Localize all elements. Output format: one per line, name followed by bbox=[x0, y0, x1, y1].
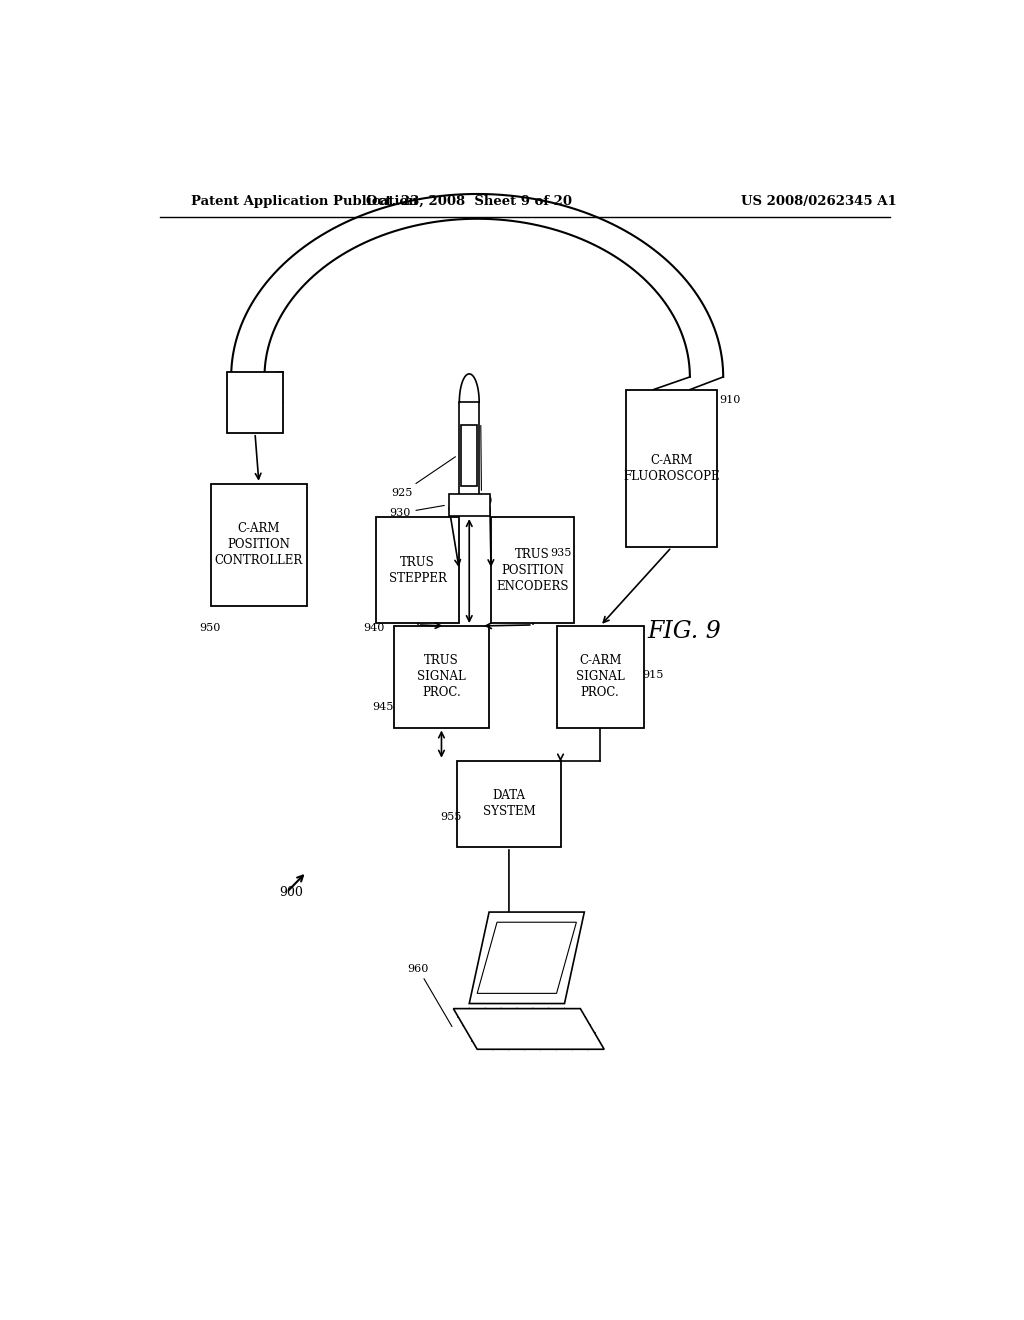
Text: 945: 945 bbox=[373, 702, 394, 713]
Polygon shape bbox=[477, 923, 577, 994]
Text: 910: 910 bbox=[719, 395, 740, 405]
Text: TRUS
SIGNAL
PROC.: TRUS SIGNAL PROC. bbox=[417, 655, 466, 700]
Bar bbox=[449, 494, 489, 516]
Text: US 2008/0262345 A1: US 2008/0262345 A1 bbox=[740, 194, 896, 207]
Bar bbox=[461, 425, 477, 486]
Text: 925: 925 bbox=[391, 457, 456, 498]
Text: Patent Application Publication: Patent Application Publication bbox=[191, 194, 418, 207]
Text: TRUS
STEPPER: TRUS STEPPER bbox=[389, 556, 446, 585]
Text: 955: 955 bbox=[440, 812, 461, 822]
Text: 940: 940 bbox=[362, 623, 384, 634]
Text: 900: 900 bbox=[279, 886, 303, 899]
Polygon shape bbox=[469, 912, 585, 1003]
Bar bbox=[227, 372, 283, 433]
Text: 950: 950 bbox=[200, 623, 221, 634]
Bar bbox=[394, 626, 489, 727]
Bar bbox=[211, 483, 306, 606]
Text: 920: 920 bbox=[471, 425, 493, 506]
Bar bbox=[556, 626, 644, 727]
Bar bbox=[458, 760, 560, 847]
Text: Oct. 23, 2008  Sheet 9 of 20: Oct. 23, 2008 Sheet 9 of 20 bbox=[367, 194, 572, 207]
Text: TRUS
POSITION
ENCODERS: TRUS POSITION ENCODERS bbox=[497, 548, 569, 593]
Text: 960: 960 bbox=[408, 964, 452, 1027]
Text: C-ARM
FLUOROSCOPE: C-ARM FLUOROSCOPE bbox=[624, 454, 720, 483]
Text: DATA
SYSTEM: DATA SYSTEM bbox=[482, 789, 536, 818]
Bar bbox=[460, 403, 479, 496]
Bar bbox=[626, 389, 717, 548]
Text: 930: 930 bbox=[389, 506, 444, 519]
Polygon shape bbox=[454, 1008, 604, 1049]
Bar bbox=[492, 516, 574, 623]
Text: 935: 935 bbox=[550, 548, 571, 558]
Text: FIG. 9: FIG. 9 bbox=[648, 619, 722, 643]
Bar bbox=[376, 516, 460, 623]
Text: 915: 915 bbox=[642, 669, 664, 680]
Text: C-ARM
SIGNAL
PROC.: C-ARM SIGNAL PROC. bbox=[575, 655, 625, 700]
Text: C-ARM
POSITION
CONTROLLER: C-ARM POSITION CONTROLLER bbox=[215, 523, 303, 568]
